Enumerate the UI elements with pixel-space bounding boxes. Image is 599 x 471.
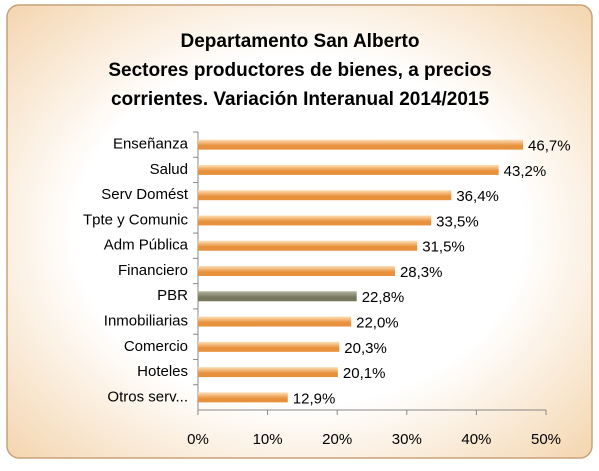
bar: [198, 190, 452, 201]
y-tick-label: Hoteles: [137, 363, 188, 380]
bar: [198, 266, 395, 276]
frame: [6, 4, 593, 459]
data-label: 20,3%: [344, 340, 387, 357]
data-label: 36,4%: [456, 188, 499, 205]
bar: [198, 291, 357, 302]
chart-title: Sectores productores de bienes, a precio…: [108, 60, 491, 81]
bar: [198, 139, 524, 150]
bar: [198, 341, 340, 352]
bar: [198, 367, 338, 378]
data-label: 33,5%: [436, 213, 479, 230]
chart-title: Departamento San Alberto: [181, 31, 420, 52]
y-tick-label: PBR: [157, 287, 188, 304]
y-tick-label: Adm Pública: [104, 237, 189, 254]
y-tick-label: Salud: [150, 161, 188, 178]
bar: [198, 392, 288, 403]
x-tick-label: 0%: [187, 431, 209, 448]
data-label: 31,5%: [422, 239, 465, 256]
chart-title: corrientes. Variación Interanual 2014/20…: [111, 89, 490, 110]
data-label: 12,9%: [293, 390, 336, 407]
y-tick-label: Comercio: [124, 338, 188, 355]
y-tick-label: Tpte y Comunic: [83, 211, 189, 228]
bar: [198, 215, 432, 226]
y-tick-label: Otros serv...: [107, 388, 188, 405]
data-label: 46,7%: [528, 138, 571, 155]
data-label: 22,0%: [356, 315, 399, 332]
x-tick-label: 20%: [322, 431, 352, 448]
x-tick-label: 10%: [253, 431, 283, 448]
data-label: 43,2%: [504, 163, 547, 180]
x-tick-label: 40%: [461, 431, 491, 448]
x-tick-label: 50%: [531, 431, 561, 448]
data-label: 20,1%: [343, 365, 386, 382]
bar: [198, 316, 352, 327]
bar: [198, 164, 499, 175]
data-label: 28,3%: [400, 264, 443, 281]
y-tick-label: Financiero: [118, 262, 188, 279]
data-label: 22,8%: [362, 289, 405, 306]
y-tick-label: Serv Domést: [101, 186, 189, 203]
bar: [198, 240, 418, 251]
x-tick-label: 30%: [392, 431, 422, 448]
y-tick-label: Enseñanza: [113, 136, 189, 153]
y-tick-label: Inmobiliarias: [104, 313, 188, 330]
